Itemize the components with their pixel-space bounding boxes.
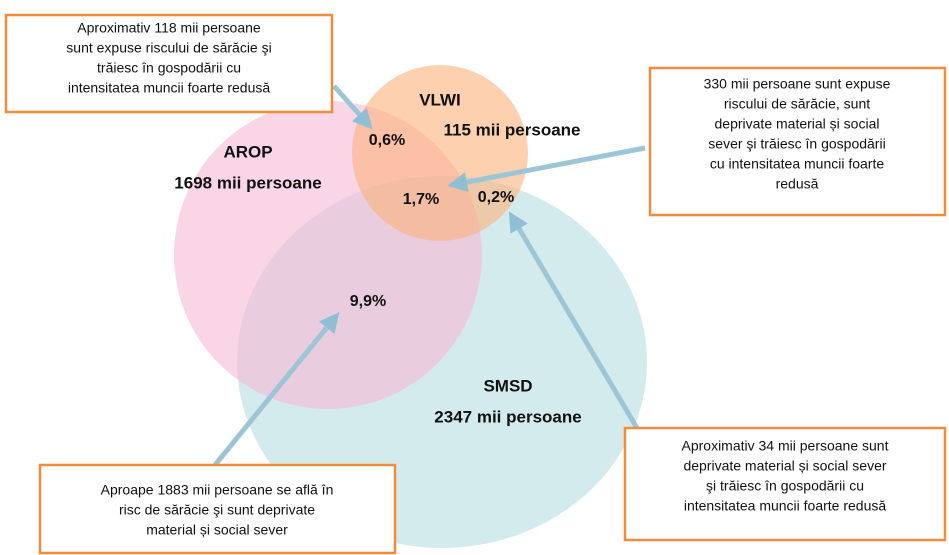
callout-text: Aproximativ 118 mii persoane (77, 20, 261, 36)
callout-text: risc de sărăcie şi sunt deprivate (119, 502, 315, 518)
set-count: 2347 mii persoane (434, 407, 581, 426)
callout-box (648, 66, 947, 217)
callout-text: sever şi trăiesc în gospodării (708, 136, 885, 152)
set-label: VLWI (419, 90, 461, 109)
callout-text: riscului de sărăcie, sunt (724, 96, 870, 112)
region-percent: 9,9% (350, 293, 386, 310)
callout-box (623, 426, 947, 542)
callout-text: material și social sever (146, 522, 288, 538)
callout-text: deprivate material și social (715, 116, 880, 132)
set-count: 115 mii persoane (443, 120, 580, 139)
set-label: AROP (223, 142, 272, 161)
callout-text: intensitatea muncii foarte redusă (684, 498, 887, 514)
callout-text: sunt expuse riscului de sărăcie şi (66, 40, 271, 56)
region-percent: 1,7% (403, 191, 439, 208)
callout-box (4, 13, 334, 114)
arrows (213, 84, 646, 467)
callout-text: 330 mii persoane sunt expuse (704, 76, 891, 92)
callout-text: trăiesc în gospodării cu (97, 60, 241, 76)
callout-text: Aproximativ 34 mii persoane sunt (682, 438, 889, 454)
callout-box (38, 463, 397, 555)
set-count: 1698 mii persoane (174, 173, 321, 192)
callout-text: intensitatea muncii foarte redusă (68, 80, 271, 96)
region-percent: 0,6% (369, 132, 405, 149)
callout-text: redusă (776, 176, 819, 192)
set-label: SMSD (483, 376, 532, 395)
vlwi-circle (352, 65, 528, 241)
callout-text: cu intensitatea muncii foarte (710, 156, 885, 172)
region-percent: 0,2% (478, 189, 514, 206)
callout-text: Aproape 1883 mii persoane se află în (101, 482, 334, 498)
callout-text: şi trăiesc în gospodării cu (706, 478, 864, 494)
callout-text: deprivate material și social sever (683, 458, 886, 474)
